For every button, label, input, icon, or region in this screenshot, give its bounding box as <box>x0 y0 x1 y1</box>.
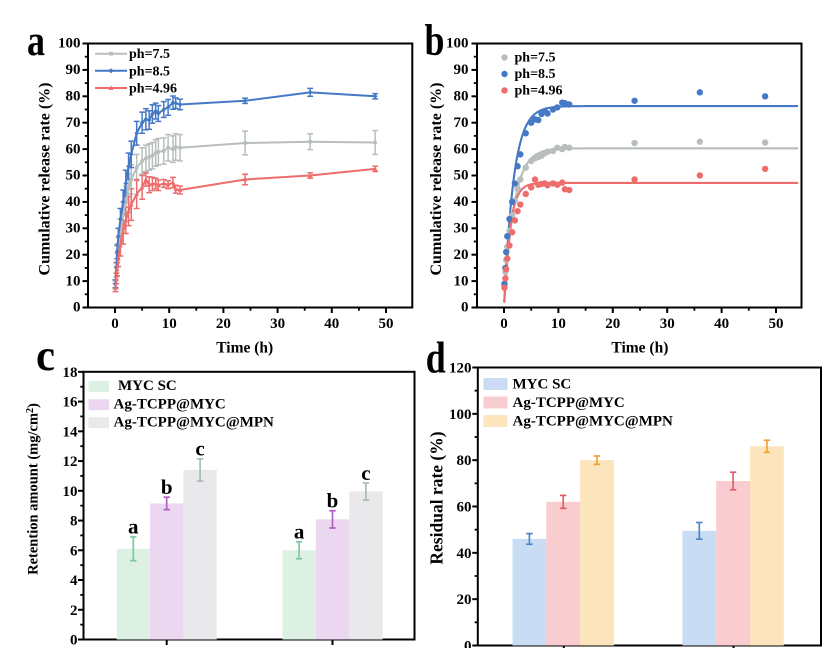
svg-text:50: 50 <box>66 168 81 184</box>
svg-text:80: 80 <box>454 89 469 105</box>
svg-text:Ag-TCPP@MYC@MPN: Ag-TCPP@MYC@MPN <box>513 414 674 430</box>
svg-text:20: 20 <box>216 316 231 332</box>
svg-text:90: 90 <box>454 62 469 78</box>
svg-text:50: 50 <box>454 168 469 184</box>
svg-text:80: 80 <box>66 89 81 105</box>
svg-text:Cumulative release rate (%): Cumulative release rate (%) <box>36 83 53 276</box>
svg-text:40: 40 <box>454 194 469 210</box>
svg-text:30: 30 <box>270 316 285 332</box>
svg-text:20: 20 <box>605 316 620 332</box>
svg-text:100: 100 <box>449 407 472 423</box>
svg-text:50: 50 <box>379 316 394 332</box>
svg-text:40: 40 <box>457 546 472 562</box>
svg-text:12: 12 <box>63 454 78 470</box>
svg-text:16: 16 <box>63 395 79 411</box>
svg-text:10: 10 <box>63 484 78 500</box>
svg-text:0: 0 <box>111 316 119 332</box>
svg-text:0: 0 <box>461 300 469 316</box>
svg-text:70: 70 <box>454 115 469 131</box>
svg-text:40: 40 <box>714 316 729 332</box>
svg-text:Time (h): Time (h) <box>216 340 273 357</box>
svg-text:b: b <box>161 475 173 499</box>
svg-text:30: 30 <box>66 221 81 237</box>
svg-text:40: 40 <box>66 194 81 210</box>
svg-text:d: d <box>426 334 446 383</box>
svg-text:8: 8 <box>70 514 78 530</box>
svg-text:ph=8.5: ph=8.5 <box>515 67 556 82</box>
svg-text:10: 10 <box>66 273 81 289</box>
svg-text:a: a <box>27 16 45 65</box>
svg-text:c: c <box>361 461 370 485</box>
svg-text:20: 20 <box>66 247 81 263</box>
svg-text:40: 40 <box>324 316 339 332</box>
svg-text:30: 30 <box>660 316 675 332</box>
svg-text:6: 6 <box>70 543 78 559</box>
svg-text:c: c <box>195 437 204 461</box>
svg-text:2: 2 <box>70 603 78 619</box>
svg-text:50: 50 <box>769 316 784 332</box>
svg-text:10: 10 <box>454 273 469 289</box>
svg-text:18: 18 <box>63 365 78 381</box>
svg-text:30: 30 <box>454 221 469 237</box>
svg-text:0: 0 <box>70 633 78 649</box>
svg-text:ph=4.96: ph=4.96 <box>515 84 563 99</box>
svg-text:80: 80 <box>457 453 472 469</box>
svg-text:b: b <box>327 489 339 513</box>
svg-text:Ag-TCPP@MYC@MPN: Ag-TCPP@MYC@MPN <box>114 414 275 430</box>
svg-text:20: 20 <box>457 592 472 608</box>
svg-text:c: c <box>36 331 55 380</box>
svg-text:4: 4 <box>70 573 78 589</box>
svg-text:100: 100 <box>58 36 81 52</box>
svg-text:0: 0 <box>464 639 472 649</box>
svg-text:ph=7.5: ph=7.5 <box>129 47 170 62</box>
svg-text:a: a <box>294 520 305 544</box>
svg-text:Ag-TCPP@MYC: Ag-TCPP@MYC <box>114 396 226 412</box>
svg-text:60: 60 <box>454 141 469 157</box>
svg-text:Time (h): Time (h) <box>611 340 668 357</box>
svg-text:120: 120 <box>449 361 472 377</box>
svg-text:10: 10 <box>551 316 566 332</box>
svg-text:Residual rate (%): Residual rate (%) <box>427 431 447 564</box>
svg-text:60: 60 <box>457 500 472 516</box>
svg-text:100: 100 <box>446 36 469 52</box>
svg-text:10: 10 <box>162 316 177 332</box>
svg-text:70: 70 <box>66 115 81 131</box>
svg-text:90: 90 <box>66 62 81 78</box>
svg-text:14: 14 <box>63 424 79 440</box>
svg-text:ph=7.5: ph=7.5 <box>515 51 556 66</box>
svg-text:0: 0 <box>73 300 81 316</box>
svg-text:20: 20 <box>454 247 469 263</box>
svg-text:ph=4.96: ph=4.96 <box>129 82 177 97</box>
svg-text:Cumulative release rate (%): Cumulative release rate (%) <box>428 83 445 276</box>
svg-text:60: 60 <box>66 141 81 157</box>
svg-text:b: b <box>425 16 445 65</box>
svg-text:MYC SC: MYC SC <box>118 378 177 394</box>
svg-text:Retention amount (mg/cm2): Retention amount (mg/cm2) <box>25 403 42 575</box>
svg-text:Ag-TCPP@MYC: Ag-TCPP@MYC <box>513 395 625 411</box>
svg-text:MYC SC: MYC SC <box>513 377 572 393</box>
svg-text:ph=8.5: ph=8.5 <box>129 64 170 79</box>
svg-text:0: 0 <box>500 316 508 332</box>
svg-text:a: a <box>128 515 139 539</box>
